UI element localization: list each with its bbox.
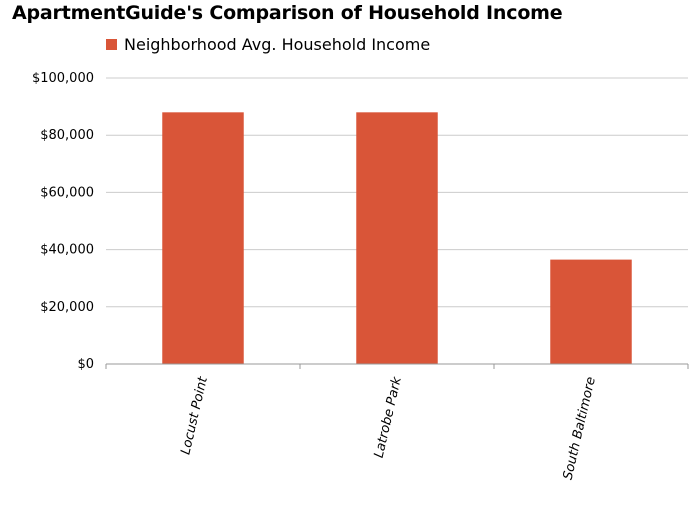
- legend-label: Neighborhood Avg. Household Income: [124, 35, 431, 54]
- chart-title: ApartmentGuide's Comparison of Household…: [12, 2, 563, 24]
- y-tick-labels: $0 $20,000 $40,000 $60,000 $80,000 $100,000: [32, 71, 94, 372]
- bar: [162, 112, 244, 364]
- y-tick-label: $80,000: [40, 128, 94, 143]
- x-tick-label: Locust Point: [178, 375, 211, 457]
- x-tick-label: South Baltimore: [561, 376, 599, 482]
- bars: [162, 112, 632, 364]
- legend: Neighborhood Avg. Household Income: [106, 35, 430, 54]
- bar: [550, 259, 632, 364]
- axes: [105, 363, 689, 369]
- x-tick-label: Latrobe Park: [372, 375, 405, 459]
- y-tick-label: $40,000: [40, 243, 94, 258]
- bar: [356, 112, 438, 364]
- y-tick-label: $20,000: [40, 300, 94, 315]
- legend-swatch: [106, 39, 117, 50]
- y-tick-label: $0: [77, 357, 94, 372]
- y-tick-label: $60,000: [40, 185, 94, 200]
- y-tick-label: $100,000: [32, 71, 94, 86]
- x-tick-labels: Locust Point Latrobe Park South Baltimore: [178, 375, 598, 482]
